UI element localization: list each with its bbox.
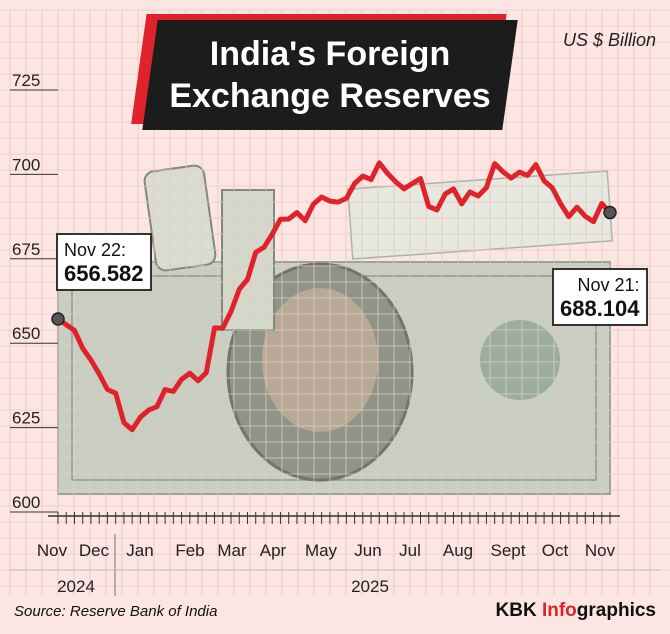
x-month-label: Jun: [354, 541, 381, 560]
y-tick-label: 600: [12, 493, 40, 512]
start-value-callout: Nov 22: 656.582: [56, 233, 152, 291]
y-tick-label: 700: [12, 155, 40, 174]
reserves-series-line: [55, 160, 613, 433]
end-point-marker: [603, 205, 617, 220]
x-month-label: Apr: [260, 541, 287, 560]
x-year-label: 2025: [351, 577, 389, 596]
start-point-marker: [51, 312, 65, 326]
x-month-label: Oct: [542, 541, 569, 560]
x-month-label: May: [305, 541, 338, 560]
x-month-label: Jul: [399, 541, 421, 560]
y-tick-label: 650: [12, 324, 40, 343]
x-month-label: Nov: [585, 541, 616, 560]
x-month-label: Dec: [79, 541, 110, 560]
chart-plot: [51, 160, 617, 433]
start-callout-label: Nov 22:: [64, 240, 127, 260]
x-month-label: Mar: [217, 541, 247, 560]
y-tick-label: 725: [12, 71, 40, 90]
x-month-label: Sept: [491, 541, 526, 560]
x-month-label: Nov: [37, 541, 68, 560]
unit-label: US $ Billion: [562, 30, 656, 50]
credit-logo: KBK Infographics: [496, 600, 656, 622]
credit-prefix: KBK: [495, 600, 542, 621]
end-callout-label: Nov 21:: [577, 275, 640, 295]
credit-suffix: graphics: [576, 600, 656, 621]
title-banner: India's Foreign Exchange Reserves: [142, 20, 518, 130]
start-callout-value: 656.582: [64, 261, 144, 286]
chart-axes: 600 625 650 675 700 725 Nov Dec Jan Feb Mar Apr May J…: [10, 71, 660, 596]
chart-grid: [0, 9, 670, 596]
source-note: Source: Reserve Bank of India: [14, 603, 218, 620]
x-month-label: Feb: [175, 541, 204, 560]
x-year-label: 2024: [57, 577, 95, 596]
end-value-callout: Nov 21: 688.104: [552, 268, 648, 326]
chart-title: India's Foreign Exchange Reserves: [169, 35, 491, 115]
end-callout-value: 688.104: [560, 296, 640, 321]
y-tick-label: 625: [12, 409, 40, 428]
y-tick-label: 675: [12, 240, 40, 259]
x-month-label: Jan: [126, 541, 153, 560]
credit-accent: Info: [541, 600, 577, 621]
x-month-label: Aug: [443, 541, 473, 560]
currency-illustration: [57, 164, 613, 495]
